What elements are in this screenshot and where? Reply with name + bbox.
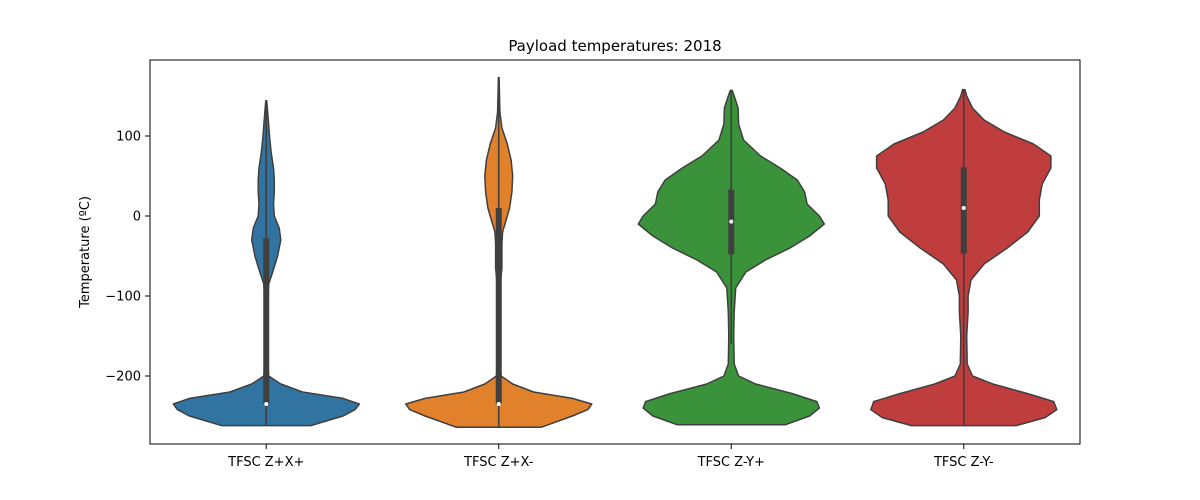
y-tick-label: 0 — [133, 210, 141, 225]
x-tick-label: TFSC Z+X- — [463, 455, 534, 470]
violin-median-point — [496, 402, 501, 406]
y-tick-label: 100 — [116, 130, 141, 145]
x-tick-label: TFSC Z+X+ — [227, 455, 304, 470]
violin-median-point — [264, 402, 269, 406]
chart-title: Payload temperatures: 2018 — [508, 37, 721, 55]
y-axis-label: Temperature (ºC) — [78, 196, 93, 309]
x-axis-ticks: TFSC Z+X+ TFSC Z+X- TFSC Z-Y+ TFSC Z-Y- — [227, 444, 994, 470]
x-tick-label: TFSC Z-Y+ — [697, 455, 765, 470]
violin-median-point — [729, 219, 734, 224]
y-axis-ticks: −200 −100 0 100 — [105, 130, 150, 385]
y-tick-label: −100 — [105, 290, 141, 305]
y-tick-label: −200 — [105, 370, 141, 385]
x-tick-label: TFSC Z-Y- — [933, 455, 994, 470]
violin-median-point — [961, 206, 966, 210]
violin-layer — [172, 76, 1058, 428]
plot-frame — [149, 59, 1081, 445]
